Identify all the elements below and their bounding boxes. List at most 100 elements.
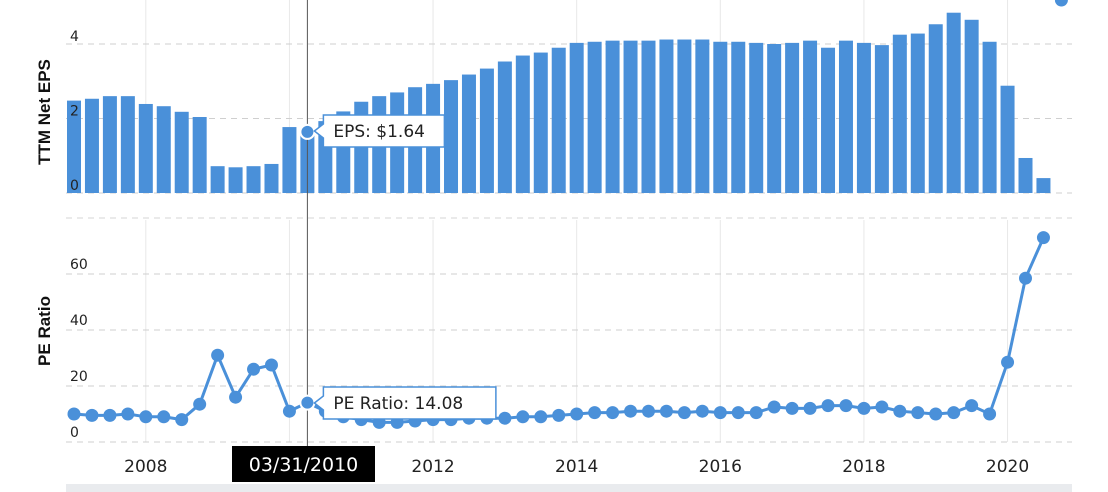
eps-bar[interactable] <box>282 127 297 193</box>
pe-point[interactable] <box>713 406 727 420</box>
x-tick-label: 2008 <box>124 457 167 477</box>
pe-point[interactable] <box>282 404 296 418</box>
pe-point[interactable] <box>516 410 530 424</box>
pe-point[interactable] <box>659 404 673 418</box>
eps-bar[interactable] <box>731 41 746 193</box>
eps-bar[interactable] <box>964 19 979 193</box>
eps-bar[interactable] <box>84 98 99 193</box>
pe-point[interactable] <box>67 407 81 421</box>
eps-bar[interactable] <box>623 40 638 194</box>
pe-point[interactable] <box>983 407 997 421</box>
pe-point[interactable] <box>1019 271 1033 285</box>
eps-bar[interactable] <box>569 42 584 193</box>
pe-point[interactable] <box>229 390 243 404</box>
eps-bar[interactable] <box>605 40 620 194</box>
pe-point[interactable] <box>534 410 548 424</box>
eps-bar[interactable] <box>856 42 871 193</box>
pe-point[interactable] <box>839 399 853 413</box>
eps-bar[interactable] <box>497 61 512 193</box>
pe-point[interactable] <box>929 407 943 421</box>
eps-bar[interactable] <box>874 45 889 194</box>
pe-point[interactable] <box>103 408 117 422</box>
eps-bar[interactable] <box>515 55 530 193</box>
eps-bar[interactable] <box>892 34 907 193</box>
pe-point[interactable] <box>767 400 781 414</box>
pe-point[interactable] <box>157 410 171 424</box>
eps-bar[interactable] <box>174 111 189 193</box>
pe-point[interactable] <box>139 410 153 424</box>
pe-point[interactable] <box>85 408 99 422</box>
eps-bar[interactable] <box>677 39 692 193</box>
eps-bar[interactable] <box>587 41 602 193</box>
eps-bar[interactable] <box>192 117 207 193</box>
eps-bar[interactable] <box>749 42 764 193</box>
pe-point[interactable] <box>695 404 709 418</box>
pe-point[interactable] <box>821 399 835 413</box>
pe-point[interactable] <box>875 400 889 414</box>
pe-point[interactable] <box>606 406 620 420</box>
eps-bar[interactable] <box>120 96 135 193</box>
pe-point[interactable] <box>498 411 512 425</box>
eps-bar[interactable] <box>1036 178 1051 193</box>
eps-bar[interactable] <box>982 41 997 193</box>
pe-point[interactable] <box>857 401 871 415</box>
pe-point[interactable] <box>211 348 225 362</box>
eps-bar[interactable] <box>821 47 836 193</box>
eps-bar[interactable] <box>910 33 925 193</box>
eps-y-tick: 4 <box>70 29 79 45</box>
pe-point[interactable] <box>803 401 817 415</box>
eps-bar[interactable] <box>533 52 548 193</box>
eps-bar[interactable] <box>444 80 459 193</box>
eps-bar[interactable] <box>138 103 153 193</box>
pe-point[interactable] <box>121 407 135 421</box>
eps-bar[interactable] <box>928 24 943 193</box>
pe-point[interactable] <box>785 401 799 415</box>
eps-bar[interactable] <box>102 96 117 193</box>
eps-bar[interactable] <box>156 106 171 193</box>
pe-point[interactable] <box>247 362 261 376</box>
pe-point[interactable] <box>677 406 691 420</box>
eps-bar[interactable] <box>264 163 279 193</box>
pe-point[interactable] <box>588 406 602 420</box>
range-navigator[interactable] <box>66 484 1072 492</box>
pe-point[interactable] <box>264 358 278 372</box>
eps-bar[interactable] <box>1018 157 1033 193</box>
eps-bar[interactable] <box>461 74 476 193</box>
eps-bar[interactable] <box>695 39 710 193</box>
eps-bar[interactable] <box>785 42 800 193</box>
pe-point[interactable] <box>911 406 925 420</box>
eps-bar[interactable] <box>210 166 225 193</box>
pe-point[interactable] <box>965 399 979 413</box>
eps-bar[interactable] <box>767 44 782 193</box>
eps-bar[interactable] <box>641 40 656 194</box>
eps-bar[interactable] <box>1000 85 1015 193</box>
eps-bar[interactable] <box>946 12 961 193</box>
pe-point[interactable] <box>624 404 638 418</box>
eps-bar[interactable] <box>479 68 494 193</box>
pe-point[interactable] <box>552 408 566 422</box>
date-label-box <box>232 446 375 482</box>
pe-point[interactable] <box>1001 355 1015 369</box>
pe-y-tick: 20 <box>70 369 88 385</box>
pe-point[interactable] <box>947 406 961 420</box>
pe-point[interactable] <box>1054 0 1068 7</box>
pe-point[interactable] <box>731 406 745 420</box>
eps-bar[interactable] <box>803 40 818 194</box>
pe-point[interactable] <box>749 406 763 420</box>
pe-point[interactable] <box>641 404 655 418</box>
eps-bar[interactable] <box>838 40 853 194</box>
pe-point[interactable] <box>1036 231 1050 245</box>
pe-point[interactable] <box>193 397 207 411</box>
eps-bar[interactable] <box>228 167 243 193</box>
pe-y-tick: 60 <box>70 257 88 273</box>
x-tick-label: 2020 <box>986 457 1029 477</box>
eps-bar[interactable] <box>659 39 674 193</box>
pe-point[interactable] <box>893 404 907 418</box>
pe-point[interactable] <box>175 413 189 427</box>
eps-bar[interactable] <box>246 166 261 193</box>
eps-bar[interactable] <box>713 41 728 193</box>
eps-bar[interactable] <box>551 47 566 193</box>
eps-bar[interactable] <box>67 100 81 193</box>
pe-point[interactable] <box>570 407 584 421</box>
